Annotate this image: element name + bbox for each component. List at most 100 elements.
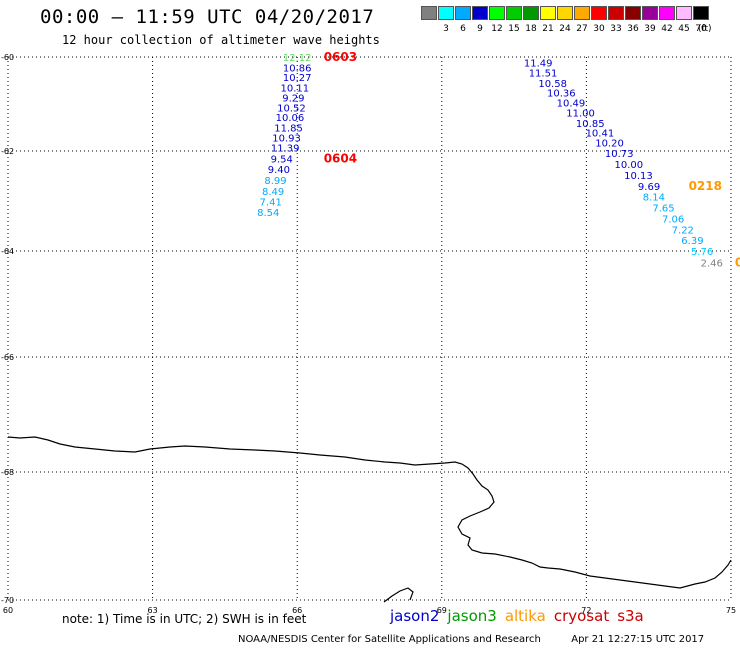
legend-tick-label: 45	[678, 24, 690, 34]
latitude-label: -68	[1, 468, 14, 477]
legend-swatch	[523, 6, 539, 20]
swh-value: 10.13	[624, 171, 653, 182]
swh-value: 8.54	[257, 208, 279, 219]
swh-value: 11.49	[524, 59, 553, 70]
coastline-path	[383, 587, 414, 603]
legend-unit: (ft)	[698, 24, 712, 34]
map-title: 00:00 – 11:59 UTC 04/20/2017	[40, 6, 375, 28]
legend-tick-label: 70	[695, 24, 707, 34]
swh-value: 10.27	[283, 73, 312, 84]
legend-swatch	[455, 6, 471, 20]
latitude-label: -60	[1, 53, 14, 62]
legend-tick-label: 33	[610, 24, 622, 34]
latitude-label: -70	[1, 596, 14, 605]
swh-value: 10.00	[614, 160, 643, 171]
swh-value: 10.11	[280, 84, 309, 95]
swh-value: 6.39	[681, 236, 703, 247]
satellite-legend: jason2 jason3 altika cryosat s3a	[390, 607, 652, 625]
swh-value: 11.85	[274, 124, 303, 135]
credit-line: NOAA/NESDIS Center for Satellite Applica…	[238, 634, 704, 645]
swh-value: 9.54	[271, 155, 293, 166]
legend-swatch	[642, 6, 658, 20]
swh-value: 7.41	[260, 198, 282, 209]
legend-tick-label: 6	[460, 24, 466, 34]
legend-swatch	[608, 6, 624, 20]
swh-value: 11.39	[271, 144, 300, 155]
swh-value: 12.12	[283, 53, 312, 64]
swh-value: 10.86	[283, 63, 312, 74]
pass-time-label: 0604	[324, 152, 357, 166]
legend-swatch	[421, 6, 437, 20]
legend-swatch	[540, 6, 556, 20]
swh-value: 9.40	[268, 165, 290, 176]
swh-value: 10.36	[547, 89, 576, 100]
swh-value: 8.99	[264, 176, 286, 187]
longitude-label: 66	[292, 606, 302, 615]
swh-value: 10.73	[605, 149, 634, 160]
swh-value: 11.00	[566, 108, 595, 119]
legend-swatch	[591, 6, 607, 20]
legend-tick-label: 39	[644, 24, 656, 34]
lat-lon-grid	[7, 56, 732, 601]
coastline	[7, 436, 732, 603]
legend-tick-label: 18	[525, 24, 537, 34]
satellite-s3a: s3a	[617, 607, 644, 625]
legend-tick-label: 36	[627, 24, 639, 34]
legend-tick-label: 42	[661, 24, 673, 34]
swh-value: 10.58	[538, 79, 567, 90]
swh-value: 9.69	[638, 182, 660, 193]
longitude-label: 72	[581, 606, 591, 615]
satellite-altika: altika	[504, 607, 546, 625]
swh-value: 2.46	[701, 259, 723, 270]
longitude-label: 63	[148, 606, 158, 615]
credit-text: NOAA/NESDIS Center for Satellite Applica…	[238, 634, 541, 645]
swh-value: 10.20	[595, 139, 624, 150]
swh-value: 8.49	[262, 187, 284, 198]
latitude-label: -64	[1, 247, 14, 256]
legend-tick-label: 12	[491, 24, 503, 34]
pass-time-label: 0603	[324, 50, 357, 64]
swh-value: 10.41	[586, 129, 615, 140]
longitude-label: 75	[726, 606, 736, 615]
legend-swatch	[472, 6, 488, 20]
swh-value: 10.85	[576, 119, 605, 130]
map-subtitle: 12 hour collection of altimeter wave hei…	[62, 33, 380, 47]
satellite-jason3: jason3	[447, 607, 497, 625]
swh-value: 10.52	[277, 103, 306, 114]
satellite-cryosat: cryosat	[553, 607, 610, 625]
coastline-path	[7, 436, 732, 589]
generated-timestamp: Apr 21 12:27:15 UTC 2017	[571, 634, 705, 645]
legend-tick-label: 15	[508, 24, 520, 34]
pass-time-label: 0	[735, 256, 740, 270]
track-jason2: 12.1210.8610.2710.119.2910.5210.0611.851…	[257, 50, 357, 219]
longitude-label: 69	[437, 606, 447, 615]
legend-swatch	[506, 6, 522, 20]
swh-value: 8.14	[643, 193, 665, 204]
satellite-jason2: jason2	[390, 607, 440, 625]
legend-swatch	[557, 6, 573, 20]
altimeter-tracks: 12.1210.8610.2710.119.2910.5210.0611.851…	[257, 50, 740, 270]
longitude-label: 60	[3, 606, 13, 615]
legend-tick-label: 3	[443, 24, 449, 34]
track-altika: 11.4911.5110.5810.3610.4911.0010.8510.41…	[524, 59, 740, 270]
legend-swatch	[693, 6, 709, 20]
legend-tick-label: 30	[593, 24, 605, 34]
legend-swatch	[574, 6, 590, 20]
legend-swatch	[438, 6, 454, 20]
latitude-label: -62	[1, 147, 14, 156]
swh-value: 9.29	[282, 93, 304, 104]
swh-value: 10.93	[272, 133, 301, 144]
swh-value: 7.06	[662, 215, 684, 226]
swh-value: 5.76	[691, 247, 713, 258]
legend-swatch	[489, 6, 505, 20]
pass-time-label: 0218	[689, 179, 722, 193]
legend-tick-label: 27	[576, 24, 588, 34]
units-note: note: 1) Time is in UTC; 2) SWH is in fe…	[62, 612, 307, 626]
swh-value: 7.65	[652, 204, 674, 215]
legend-swatch	[676, 6, 692, 20]
swh-value: 7.22	[672, 226, 694, 237]
swh-value: 10.49	[557, 99, 586, 110]
legend-tick-label: 9	[477, 24, 483, 34]
